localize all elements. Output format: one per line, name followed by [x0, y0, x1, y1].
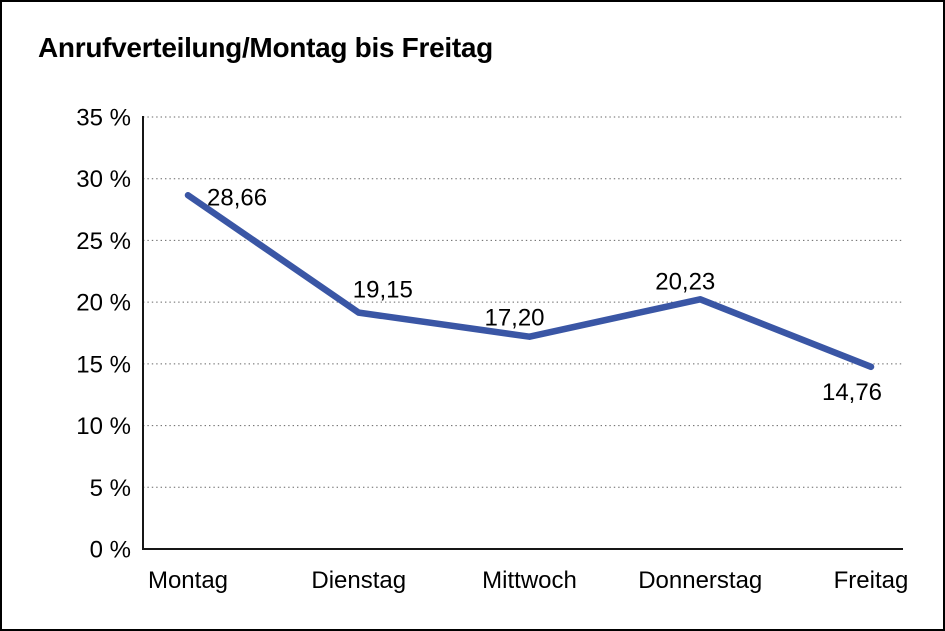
data-point-label: 28,66: [207, 184, 267, 211]
y-tick-label: 25 %: [76, 228, 131, 255]
y-tick-label: 0 %: [90, 537, 131, 564]
y-tick-label: 5 %: [90, 475, 131, 502]
y-tick-label: 30 %: [76, 166, 131, 193]
y-tick-label: 15 %: [76, 351, 131, 378]
y-tick-label: 35 %: [76, 105, 131, 132]
y-tick-label: 20 %: [76, 290, 131, 317]
data-point-label: 20,23: [655, 268, 715, 295]
data-point-label: 19,15: [353, 277, 413, 304]
x-category-label: Montag: [148, 567, 228, 594]
data-line: [184, 192, 875, 371]
data-point-label: 17,20: [484, 305, 544, 332]
x-category-label: Mittwoch: [482, 567, 577, 594]
x-category-label: Dienstag: [311, 567, 406, 594]
x-category-label: Donnerstag: [638, 567, 762, 594]
x-category-label: Freitag: [834, 567, 909, 594]
y-tick-label: 10 %: [76, 413, 131, 440]
chart-title: Anrufverteilung/Montag bis Freitag: [38, 32, 493, 63]
data-point-label: 14,76: [822, 379, 882, 406]
